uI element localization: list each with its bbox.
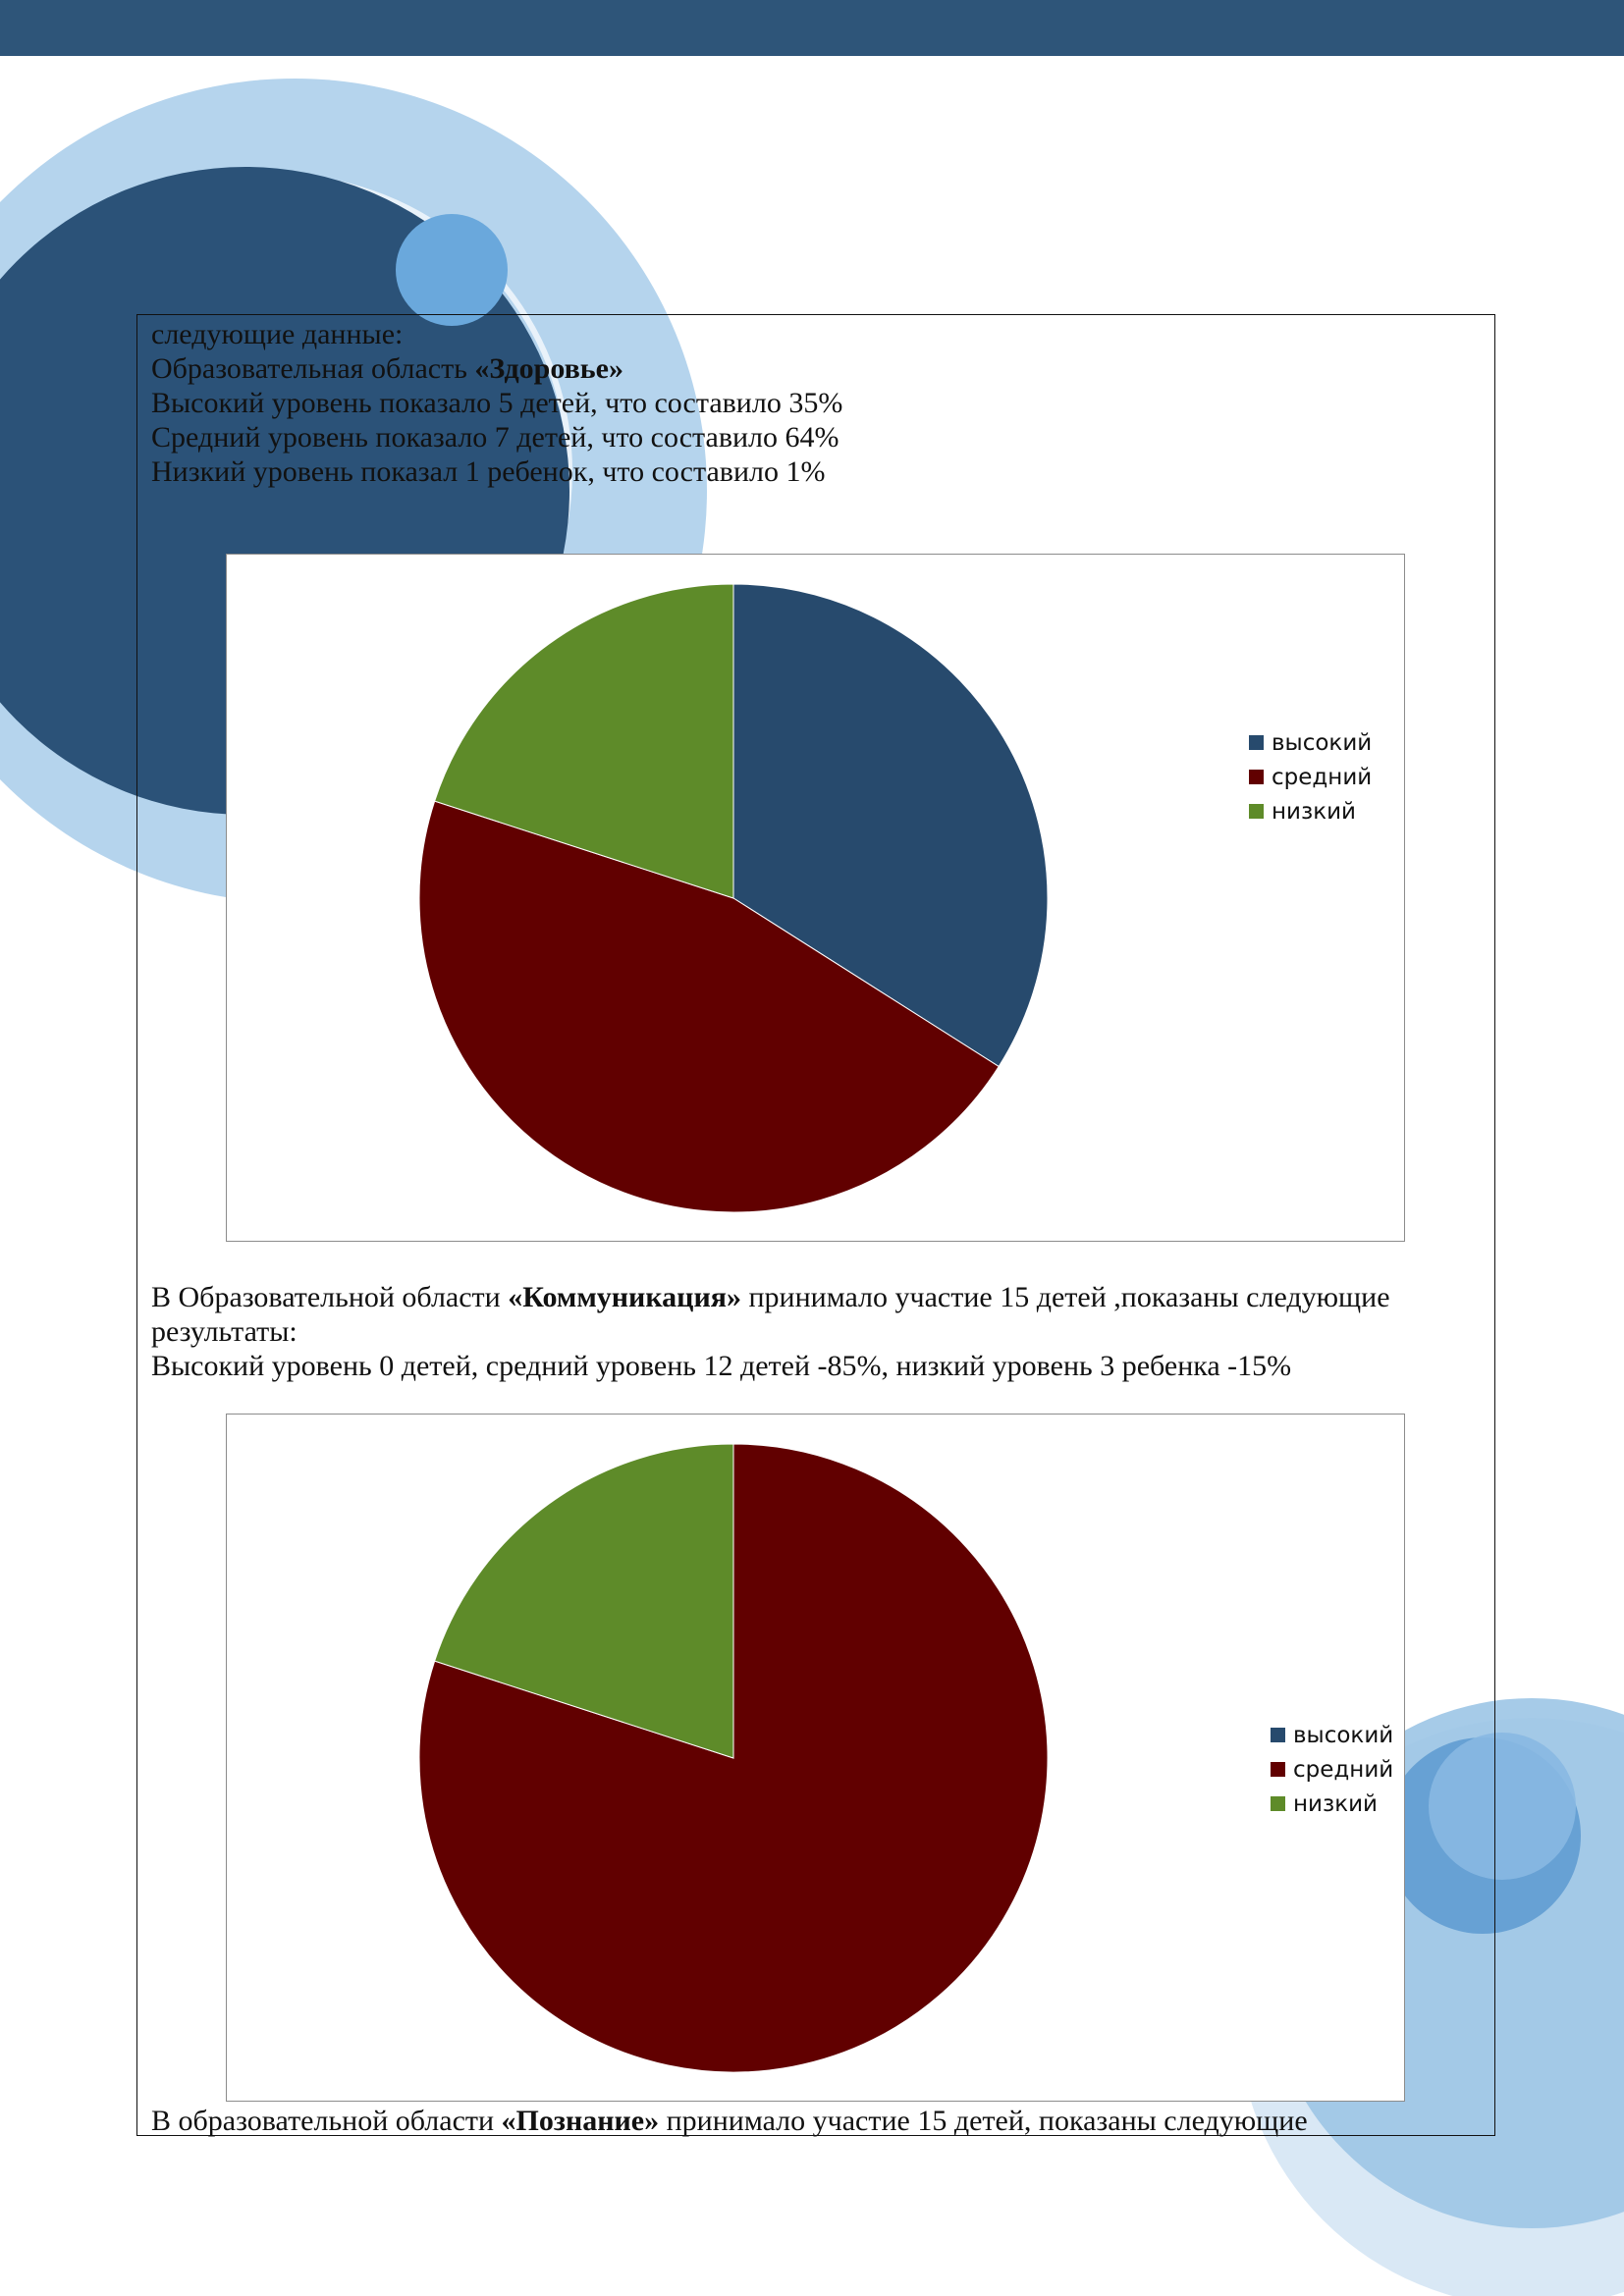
health-pie-svg <box>418 583 1049 1213</box>
legend-swatch-low <box>1271 1796 1285 1811</box>
communication-levels-line: Высокий уровень 0 детей, средний уровень… <box>151 1350 1292 1382</box>
legend-item-low: низкий <box>1271 1787 1393 1821</box>
legend-swatch-high <box>1271 1728 1285 1742</box>
communication-heading-bold: «Коммуникация» <box>508 1281 741 1313</box>
health-high-line: Высокий уровень показало 5 детей, что со… <box>151 387 843 419</box>
health-heading-prefix: Образовательная область <box>151 352 475 385</box>
health-heading-bold: «Здоровье» <box>474 352 623 385</box>
pie-slice-high <box>732 583 1049 1068</box>
legend-item-medium: средний <box>1249 760 1372 794</box>
communication-legend: высокий средний низкий <box>1271 1718 1393 1821</box>
legend-item-high: высокий <box>1271 1718 1393 1752</box>
cognition-heading-bold: «Познание» <box>501 2105 660 2137</box>
health-low-line: Низкий уровень показал 1 ребенок, что со… <box>151 455 826 488</box>
legend-item-medium: средний <box>1271 1752 1393 1787</box>
health-heading: Образовательная область «Здоровье» <box>151 351 623 386</box>
cognition-heading-prefix: В образовательной области <box>151 2105 502 2137</box>
legend-swatch-high <box>1249 735 1264 750</box>
legend-swatch-low <box>1249 804 1264 819</box>
communication-results-label: результаты: <box>151 1315 298 1348</box>
cognition-heading: В образовательной области «Познание» при… <box>151 2104 1308 2138</box>
legend-swatch-medium <box>1271 1762 1285 1777</box>
legend-item-low: низкий <box>1249 794 1372 828</box>
legend-label-high: высокий <box>1272 729 1373 756</box>
communication-heading-prefix: В Образовательной области <box>151 1281 509 1313</box>
pie-slice-low <box>434 1443 734 1759</box>
header-bar <box>0 0 1624 56</box>
legend-label-medium: средний <box>1293 1756 1394 1783</box>
legend-item-high: высокий <box>1249 725 1372 760</box>
legend-label-low: низкий <box>1272 798 1357 825</box>
communication-pie-chart: высокий средний низкий <box>226 1414 1405 2102</box>
pie-slice-medium <box>418 800 1000 1213</box>
legend-label-low: низкий <box>1293 1790 1379 1817</box>
cognition-heading-suffix: принимало участие 15 детей, показаны сле… <box>659 2105 1308 2137</box>
communication-heading: В Образовательной области «Коммуникация»… <box>151 1280 1390 1314</box>
health-legend: высокий средний низкий <box>1249 725 1372 828</box>
legend-swatch-medium <box>1249 770 1264 784</box>
pie-slice-low <box>434 583 734 899</box>
legend-label-medium: средний <box>1272 764 1373 790</box>
intro-line: следующие данные: <box>151 318 404 350</box>
content-frame <box>136 314 1495 2136</box>
health-pie-chart: высокий средний низкий <box>226 554 1405 1242</box>
communication-heading-suffix: принимало участие 15 детей ,показаны сле… <box>740 1281 1390 1313</box>
health-medium-line: Средний уровень показало 7 детей, что со… <box>151 421 839 454</box>
legend-label-high: высокий <box>1293 1722 1394 1748</box>
communication-pie-svg <box>418 1443 1049 2073</box>
